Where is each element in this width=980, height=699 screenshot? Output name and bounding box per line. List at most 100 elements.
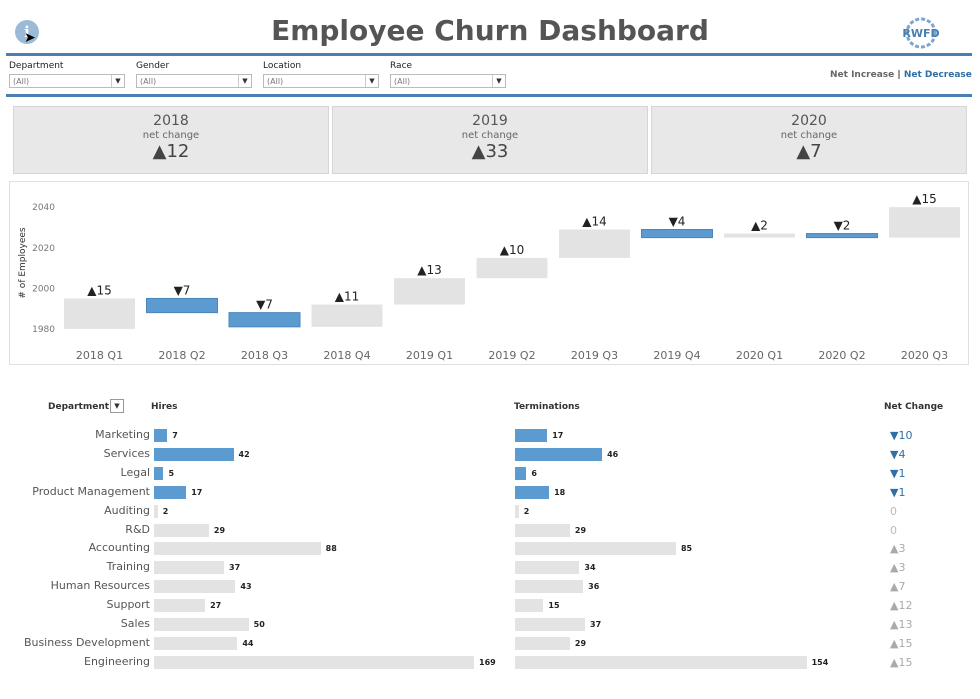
- x-tick-label: 2020 Q3: [901, 349, 948, 362]
- hires-value: 43: [240, 582, 252, 592]
- hires-value: 169: [479, 657, 496, 667]
- kpi-subtitle: net change: [780, 130, 838, 141]
- waterfall-bar: [311, 304, 383, 327]
- filter-department-select[interactable]: (All) ▼: [9, 74, 125, 88]
- terminations-value: 29: [574, 525, 587, 535]
- hires-bar: [154, 485, 187, 499]
- chevron-down-icon: ▼: [238, 75, 251, 87]
- filter-gender-label: Gender: [136, 61, 170, 71]
- department-name: Training: [106, 560, 150, 574]
- data-label: ▲14: [582, 215, 607, 229]
- net-change-header: Net Change: [884, 402, 944, 412]
- kpi-subtitle: net change: [461, 130, 519, 141]
- legend-decrease[interactable]: Net Decrease: [903, 70, 972, 80]
- y-tick-label: 1980: [32, 325, 55, 335]
- hires-value: 44: [242, 638, 254, 648]
- waterfall-bar: [559, 229, 630, 258]
- waterfall-bar: [641, 229, 713, 239]
- terminations-bar: [515, 636, 570, 650]
- page-title: Employee Churn Dashboard: [271, 14, 709, 47]
- net-change-value: ▼1: [890, 466, 906, 480]
- net-change-value: ▲3: [890, 542, 906, 556]
- x-tick-label: 2019 Q4: [653, 349, 700, 362]
- kpi-value: ▲33: [471, 141, 509, 162]
- hires-bar: [154, 429, 168, 442]
- filter-department-label: Department: [9, 61, 64, 71]
- sort-dropdown-icon[interactable]: ▼: [110, 399, 124, 413]
- terminations-bar: [515, 561, 580, 575]
- net-change-value: 0: [890, 523, 897, 537]
- data-label: ▲11: [335, 290, 360, 304]
- waterfall-bar: [724, 233, 795, 238]
- department-name: Human Resources: [50, 579, 150, 593]
- chevron-down-icon: ▼: [365, 75, 378, 87]
- net-change-value: ▼1: [890, 485, 906, 499]
- kpi-card-2018: 2018 net change ▲12: [13, 106, 329, 174]
- x-tick-label: 2020 Q1: [736, 349, 783, 362]
- hires-value: 50: [253, 620, 265, 629]
- hires-bar: [154, 447, 234, 461]
- filter-gender-select[interactable]: (All) ▼: [136, 74, 252, 88]
- x-tick-label: 2018 Q3: [241, 349, 288, 362]
- net-change-value: ▼4: [890, 447, 906, 461]
- waterfall-bar: [889, 207, 960, 238]
- filter-divider: [6, 94, 972, 97]
- filter-race-label: Race: [390, 61, 413, 71]
- hires-bar: [154, 655, 474, 669]
- terminations-value: 37: [590, 620, 602, 629]
- filter-race-select[interactable]: (All) ▼: [390, 74, 506, 88]
- terminations-value: 2: [523, 506, 530, 516]
- x-tick-label: 2019 Q2: [488, 349, 535, 362]
- department-name: R&D: [125, 522, 150, 536]
- hires-bar: [154, 580, 236, 594]
- terminations-value: 15: [548, 601, 560, 611]
- waterfall-bar: [64, 298, 135, 329]
- y-tick-label: 2020: [32, 244, 55, 254]
- terminations-bar: [515, 447, 603, 461]
- data-label: ▼7: [174, 283, 191, 297]
- info-icon[interactable]: i: [15, 20, 39, 44]
- net-change-value: ▲7: [890, 580, 906, 594]
- department-name: Engineering: [84, 654, 150, 668]
- color-legend: Net Increase | Net Decrease: [830, 70, 972, 80]
- x-tick-label: 2019 Q1: [406, 349, 453, 362]
- chevron-down-icon: ▼: [111, 75, 124, 87]
- department-name: Sales: [120, 617, 150, 630]
- hires-value: 88: [325, 544, 337, 554]
- hires-value: 5: [168, 468, 175, 478]
- terminations-bar: [515, 599, 544, 613]
- data-label: ▼7: [256, 298, 273, 312]
- data-label: ▲13: [417, 263, 442, 277]
- terminations-value: 34: [584, 563, 596, 573]
- net-change-value: ▲3: [890, 561, 906, 575]
- terminations-bar: [515, 504, 519, 518]
- logo-text: RWFD: [902, 27, 939, 40]
- department-name: Product Management: [32, 484, 150, 498]
- legend-separator: |: [897, 70, 901, 80]
- hires-bar: [154, 523, 209, 537]
- hires-bar: [154, 466, 164, 480]
- cursor-icon: ➤: [24, 30, 36, 46]
- hires-bar: [154, 504, 158, 518]
- net-change-value: ▲15: [890, 636, 913, 650]
- terminations-value: 29: [574, 638, 587, 648]
- filter-value: (All): [394, 77, 411, 86]
- y-tick-label: 2000: [32, 284, 55, 294]
- department-header: Department: [48, 402, 110, 412]
- kpi-value: ▲7: [796, 141, 822, 162]
- department-name: Legal: [120, 465, 150, 479]
- data-label: ▼4: [669, 215, 686, 229]
- terminations-bar: [515, 523, 570, 537]
- header-divider: [6, 53, 972, 56]
- net-change-value: ▲15: [890, 655, 913, 669]
- x-tick-label: 2020 Q2: [818, 349, 865, 362]
- filter-location-select[interactable]: (All) ▼: [263, 74, 379, 88]
- department-name: Accounting: [88, 541, 150, 555]
- department-name: Support: [106, 598, 150, 612]
- legend-increase[interactable]: Net Increase: [830, 70, 895, 80]
- chevron-down-icon: ▼: [492, 75, 505, 87]
- net-change-value: ▲12: [890, 599, 913, 613]
- terminations-bar: [515, 580, 584, 594]
- hires-value: 17: [191, 487, 203, 497]
- net-change-value: ▲13: [890, 618, 913, 631]
